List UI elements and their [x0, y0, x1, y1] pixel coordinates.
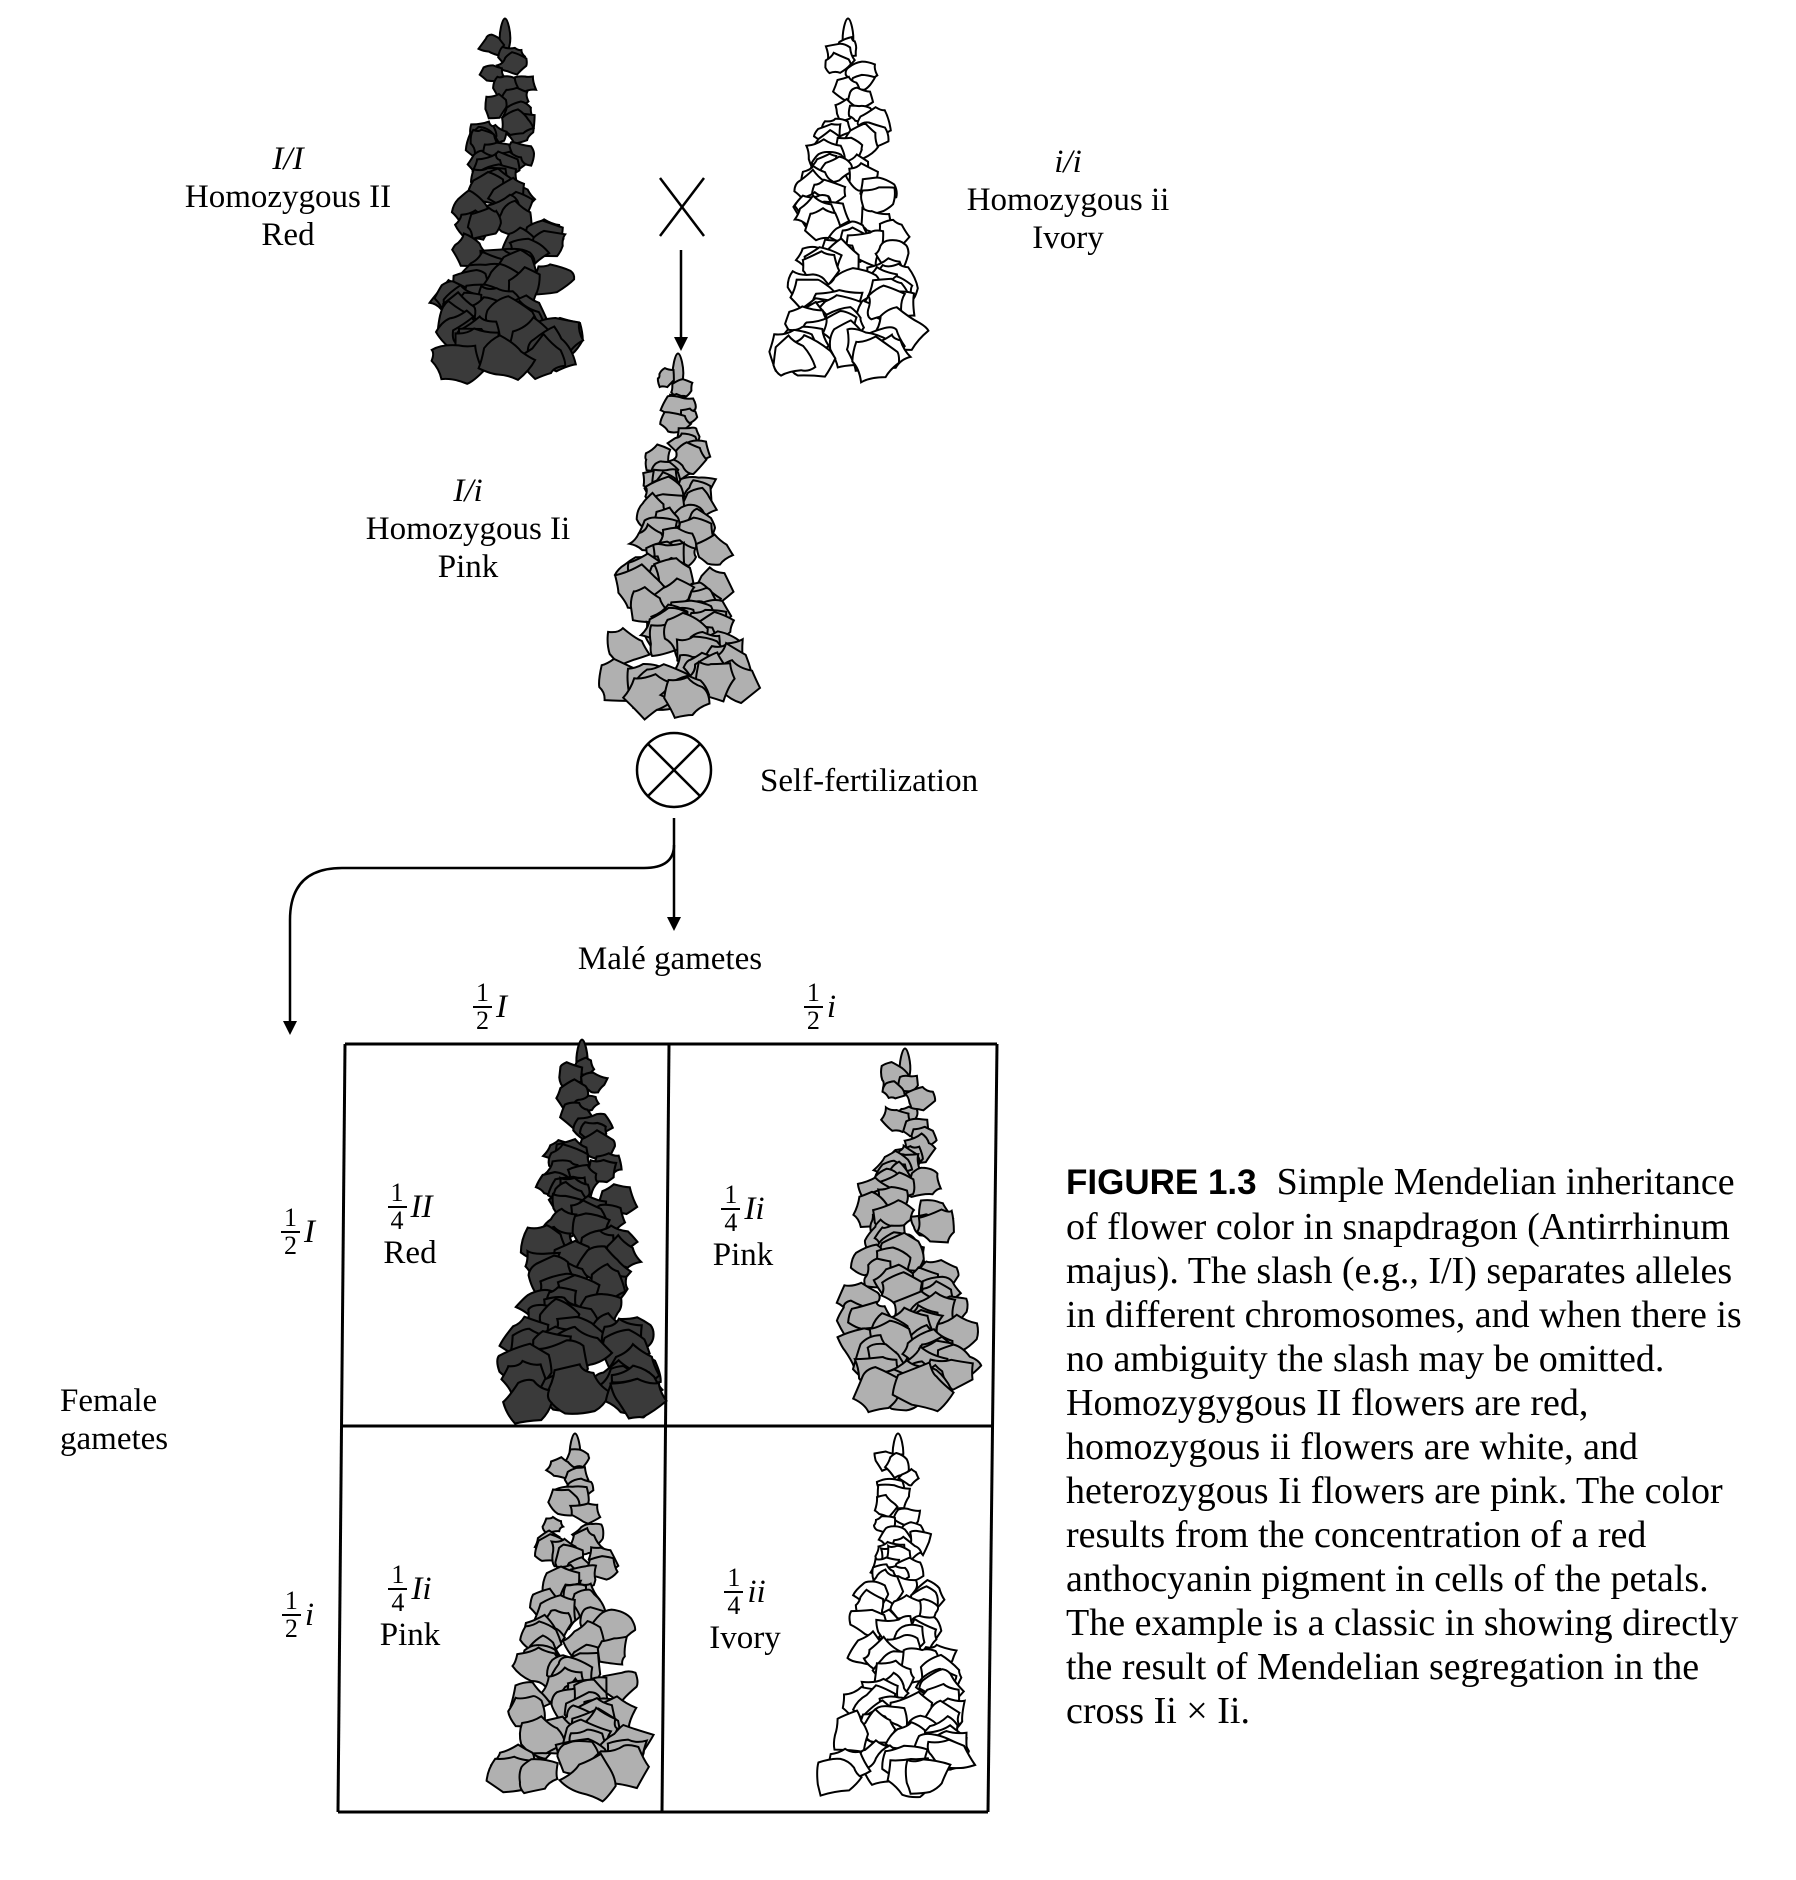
punnett-cell-label: 1 4 ii Ivory — [695, 1565, 795, 1657]
punnett-cell-color: Pink — [712, 1237, 774, 1273]
f1-pink-flower-icon — [598, 352, 762, 721]
f1-type: Homozygous Ii — [365, 511, 571, 547]
ivory-parent-color: Ivory — [1032, 220, 1104, 256]
punnett-flower-red-icon — [496, 1038, 668, 1425]
self-fertilization-label: Self-fertilization — [760, 763, 979, 799]
arrow-to-female-gametes — [283, 844, 676, 1035]
figure-caption-text: Simple Mendelian inheritance of flower c… — [1066, 1161, 1742, 1732]
female-gametes-label: Female gametes — [60, 1382, 168, 1458]
punnett-cell-label: 1 4 II Red — [360, 1180, 460, 1272]
cross-symbol-icon — [659, 177, 705, 237]
ivory-parent-type: Homozygous ii — [966, 182, 1170, 218]
male-gametes-label: Malé gametes — [577, 941, 763, 977]
f1-color: Pink — [437, 549, 499, 585]
ivory-parent-label: i/i Homozygous ii Ivory — [938, 143, 1198, 257]
punnett-square-grid — [336, 1042, 999, 1814]
red-parent-label: I/I Homozygous II Red — [158, 140, 418, 254]
punnett-flower-pink-icon — [835, 1047, 983, 1414]
figure-number: FIGURE 1.3 — [1066, 1163, 1257, 1202]
female-gametes-label-line1: Female — [60, 1383, 158, 1419]
punnett-flower-ivory-icon — [816, 1432, 977, 1799]
f1-genotype: I/i — [453, 473, 483, 509]
self-fertilization-symbol-icon — [635, 731, 713, 809]
ivory-parent-genotype: i/i — [1054, 144, 1082, 180]
red-parent-type: Homozygous II — [184, 179, 392, 215]
red-parent-genotype: I/I — [272, 141, 304, 177]
punnett-cell-label: 1 4 Ii Pink — [693, 1182, 793, 1274]
punnett-cell-color: Ivory — [709, 1620, 781, 1656]
punnett-cell-label: 1 4 Ii Pink — [360, 1562, 460, 1654]
f1-label: I/i Homozygous Ii Pink — [338, 472, 598, 586]
female-gametes-label-line2: gametes — [60, 1421, 169, 1457]
red-parent-flower-icon — [427, 17, 585, 385]
punnett-cell-color: Red — [383, 1235, 437, 1271]
figure-caption: FIGURE 1.3 Simple Mendelian inheritance o… — [1066, 1160, 1756, 1733]
punnett-flower-pink-icon — [485, 1432, 656, 1803]
ivory-parent-flower-icon — [768, 17, 930, 384]
punnett-cell-color: Pink — [379, 1617, 441, 1653]
red-parent-color: Red — [261, 217, 315, 253]
